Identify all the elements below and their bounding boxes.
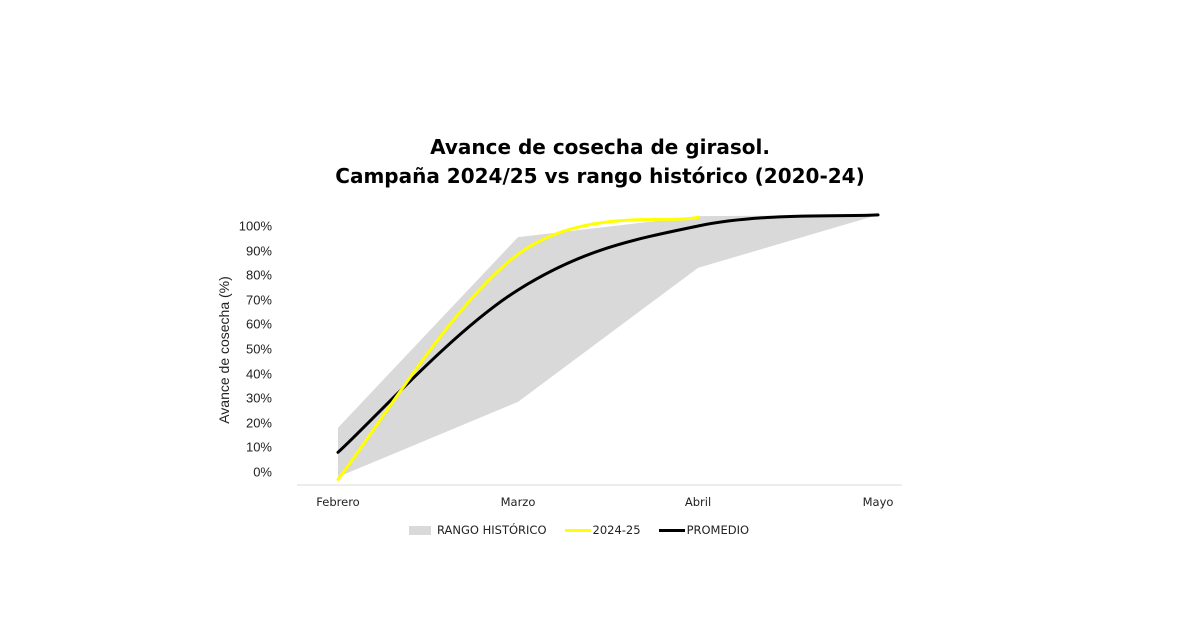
current-swatch-icon — [564, 528, 591, 532]
historical-range-area — [338, 214, 878, 477]
legend-label-current: 2024-25 — [592, 523, 641, 537]
y-tick-label: 80% — [245, 267, 272, 283]
y-tick-label: 50% — [245, 341, 272, 357]
y-tick-label: 60% — [245, 316, 272, 332]
range-swatch-icon — [409, 525, 431, 535]
y-tick-label: 20% — [245, 415, 272, 431]
average-swatch-icon — [658, 528, 685, 532]
average-line — [336, 213, 880, 454]
y-tick-label: 90% — [245, 243, 272, 259]
legend-label-range: RANGO HISTÓRICO — [437, 523, 547, 537]
y-tick-label: 10% — [245, 439, 272, 455]
x-tick-label: Abril — [684, 495, 712, 509]
legend: RANGO HISTÓRICO 2024-25 PROMEDIO — [409, 523, 767, 537]
y-tick-label: 0% — [253, 464, 272, 480]
chart-subtitle: Campaña 2024/25 vs rango histórico (2020… — [335, 164, 865, 188]
current-season-line — [336, 215, 700, 481]
y-tick-label: 100% — [238, 218, 272, 234]
y-tick-label: 70% — [245, 292, 272, 308]
chart-title: Avance de cosecha de girasol. — [430, 135, 770, 159]
legend-label-average: PROMEDIO — [686, 523, 750, 537]
legend-item-range: RANGO HISTÓRICO — [409, 523, 547, 537]
legend-item-average: PROMEDIO — [658, 523, 750, 537]
y-tick-label: 30% — [245, 390, 272, 406]
legend-item-current: 2024-25 — [564, 523, 641, 537]
x-tick-label: Febrero — [316, 495, 360, 509]
x-tick-label: Marzo — [500, 495, 536, 509]
x-tick-label: Mayo — [862, 495, 894, 509]
y-tick-label: 40% — [245, 366, 272, 382]
